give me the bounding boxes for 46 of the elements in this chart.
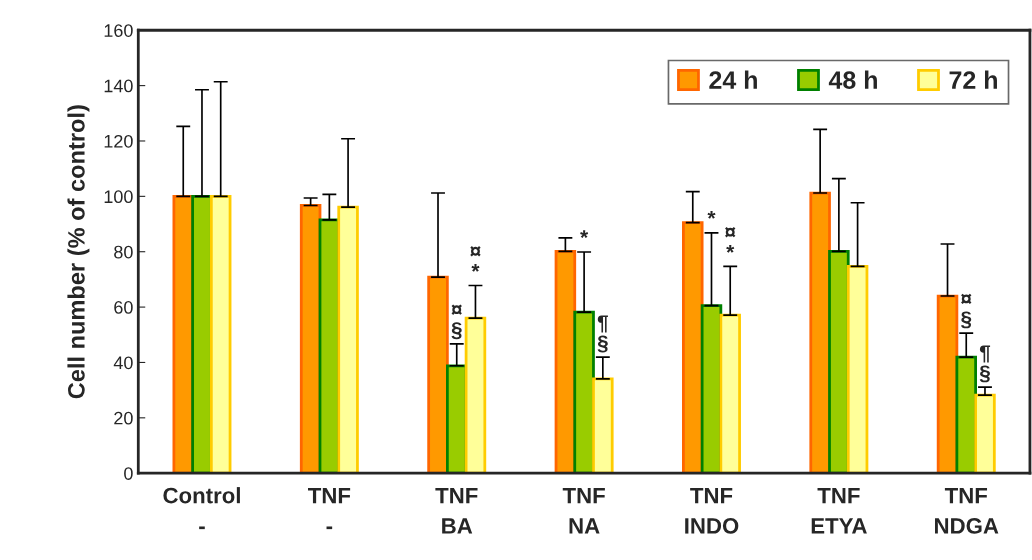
bar bbox=[682, 221, 704, 474]
y-tick-label: 160 bbox=[104, 24, 133, 37]
data-label: ¤ § bbox=[451, 304, 462, 340]
y-axis-title: Cell number (% of control) bbox=[67, 105, 90, 399]
data-label: ¶ § bbox=[597, 315, 608, 353]
data-label: ¤ § bbox=[960, 293, 972, 329]
bar bbox=[936, 294, 959, 474]
bar bbox=[719, 313, 741, 474]
annotation: * bbox=[707, 210, 716, 219]
y-tick-label: 140 bbox=[104, 79, 133, 93]
bar bbox=[554, 250, 577, 474]
x-tick-label: TNF INDO bbox=[685, 487, 739, 534]
bar bbox=[337, 205, 359, 474]
y-tick-label: 0 bbox=[124, 467, 133, 480]
data-label: ¤ * bbox=[470, 246, 481, 272]
x-tick-label: TNF - bbox=[308, 487, 351, 530]
bar bbox=[974, 393, 996, 474]
y-tick-label: 20 bbox=[114, 411, 133, 425]
bar bbox=[809, 191, 831, 474]
y-tick-label: 80 bbox=[114, 245, 133, 259]
bar bbox=[464, 316, 487, 474]
bar bbox=[427, 275, 449, 474]
bar bbox=[573, 310, 595, 474]
legend-label: 72 h bbox=[949, 70, 997, 89]
bar bbox=[592, 377, 614, 474]
legend-label: 48 h bbox=[828, 70, 877, 89]
bar bbox=[846, 265, 869, 474]
bar bbox=[828, 250, 850, 474]
x-tick-label: TNF NA bbox=[562, 487, 605, 534]
bar bbox=[299, 204, 322, 474]
y-tick-label: 120 bbox=[104, 134, 133, 148]
x-tick-label: TNF BA bbox=[435, 487, 478, 534]
bar bbox=[955, 355, 977, 474]
x-tick-label: TNF NDGA bbox=[935, 487, 999, 534]
y-tick-label: 60 bbox=[114, 301, 133, 314]
x-tick-label: Control - bbox=[163, 487, 240, 530]
data-label: ¤ * bbox=[725, 226, 736, 253]
y-tick-label: 100 bbox=[104, 190, 133, 204]
legend-label: 24 h bbox=[709, 70, 757, 89]
bar bbox=[191, 194, 213, 474]
data-label: ¶ § bbox=[979, 345, 991, 383]
annotation: * bbox=[580, 230, 589, 239]
y-tick-label: 40 bbox=[113, 356, 133, 370]
bar bbox=[445, 364, 468, 474]
bar bbox=[209, 194, 232, 474]
x-tick-label: TNF ETYA bbox=[811, 487, 867, 534]
